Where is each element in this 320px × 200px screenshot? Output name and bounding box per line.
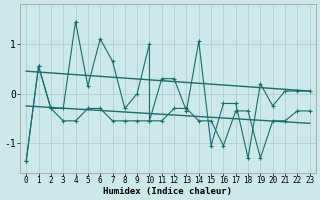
X-axis label: Humidex (Indice chaleur): Humidex (Indice chaleur) bbox=[103, 187, 232, 196]
